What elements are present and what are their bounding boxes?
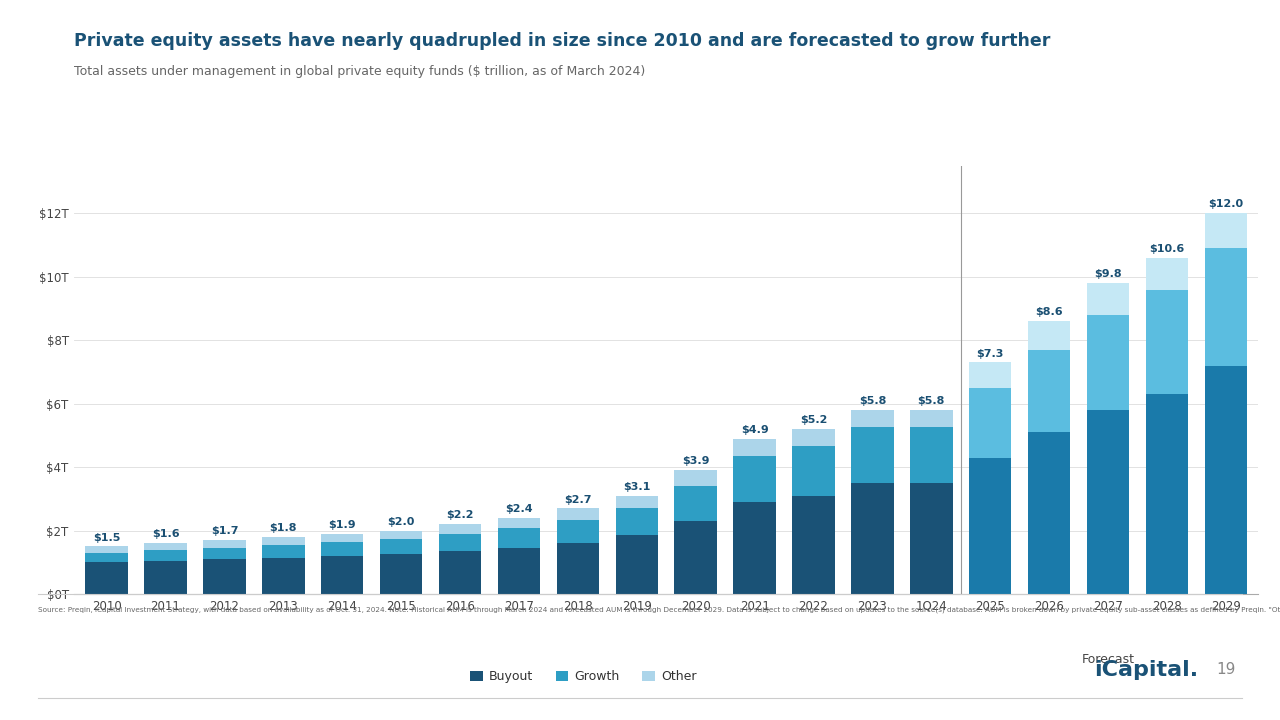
Text: $12.0: $12.0: [1208, 199, 1243, 210]
Bar: [733, 438, 776, 456]
Bar: [733, 456, 776, 502]
Bar: [792, 446, 835, 495]
Bar: [616, 508, 658, 535]
Text: $1.7: $1.7: [211, 526, 238, 536]
Text: $2.4: $2.4: [506, 504, 532, 514]
Bar: [262, 545, 305, 557]
Bar: [204, 540, 246, 548]
Text: $5.8: $5.8: [918, 396, 945, 406]
Bar: [321, 534, 364, 542]
Bar: [145, 561, 187, 594]
Bar: [851, 483, 893, 594]
Bar: [1028, 321, 1070, 350]
Bar: [557, 521, 599, 543]
Bar: [380, 539, 422, 554]
Text: Source: Preqin, iCapital Investment Strategy, with data based on availability as: Source: Preqin, iCapital Investment Stra…: [38, 606, 1280, 613]
Bar: [1146, 258, 1188, 289]
Text: $7.3: $7.3: [977, 348, 1004, 359]
Text: $4.9: $4.9: [741, 425, 768, 435]
Bar: [910, 410, 952, 428]
Text: $3.9: $3.9: [682, 456, 709, 467]
Bar: [86, 553, 128, 562]
Text: $10.6: $10.6: [1149, 244, 1184, 254]
Bar: [557, 508, 599, 521]
Bar: [1204, 366, 1247, 594]
Bar: [675, 470, 717, 486]
Bar: [1146, 289, 1188, 394]
Text: $2.2: $2.2: [447, 510, 474, 521]
Bar: [145, 543, 187, 550]
Bar: [498, 548, 540, 594]
Text: $3.1: $3.1: [623, 482, 650, 492]
Text: $5.8: $5.8: [859, 396, 886, 406]
Text: $1.8: $1.8: [270, 523, 297, 533]
Bar: [145, 550, 187, 561]
Bar: [969, 457, 1011, 594]
Text: $1.9: $1.9: [329, 520, 356, 530]
Text: iCapital.: iCapital.: [1094, 660, 1198, 680]
Bar: [86, 546, 128, 553]
Bar: [262, 557, 305, 594]
Bar: [675, 521, 717, 594]
Bar: [1204, 248, 1247, 366]
Text: $8.6: $8.6: [1036, 307, 1062, 318]
Bar: [262, 537, 305, 545]
Bar: [1146, 394, 1188, 594]
Bar: [498, 528, 540, 548]
Bar: [380, 554, 422, 594]
Bar: [1087, 283, 1129, 315]
Bar: [439, 524, 481, 534]
Text: $5.2: $5.2: [800, 415, 827, 426]
Text: $9.8: $9.8: [1094, 269, 1121, 279]
Bar: [910, 483, 952, 594]
Text: $1.5: $1.5: [93, 533, 120, 543]
Text: 19: 19: [1216, 662, 1235, 677]
Bar: [1087, 315, 1129, 410]
Bar: [851, 410, 893, 428]
Bar: [792, 495, 835, 594]
Bar: [86, 562, 128, 594]
Bar: [616, 535, 658, 594]
Text: $1.6: $1.6: [152, 529, 179, 539]
Text: $2.7: $2.7: [564, 495, 591, 505]
Bar: [1087, 410, 1129, 594]
Bar: [498, 518, 540, 528]
Bar: [204, 548, 246, 559]
Text: Private equity assets have nearly quadrupled in size since 2010 and are forecast: Private equity assets have nearly quadru…: [74, 32, 1051, 50]
Text: Total assets under management in global private equity funds ($ trillion, as of : Total assets under management in global …: [74, 65, 645, 78]
Bar: [380, 531, 422, 539]
Bar: [321, 556, 364, 594]
Text: Forecast: Forecast: [1082, 653, 1134, 666]
Bar: [616, 495, 658, 508]
Bar: [1028, 350, 1070, 432]
Bar: [969, 388, 1011, 457]
Bar: [1028, 432, 1070, 594]
Text: $2.0: $2.0: [388, 517, 415, 527]
Bar: [321, 542, 364, 556]
Bar: [851, 428, 893, 483]
Legend: Buyout, Growth, Other: Buyout, Growth, Other: [465, 665, 701, 688]
Bar: [969, 362, 1011, 388]
Bar: [792, 429, 835, 446]
Bar: [1204, 213, 1247, 248]
Bar: [439, 534, 481, 551]
Bar: [557, 543, 599, 594]
Bar: [910, 428, 952, 483]
Bar: [439, 551, 481, 594]
Bar: [675, 486, 717, 521]
Bar: [204, 559, 246, 594]
Bar: [733, 502, 776, 594]
